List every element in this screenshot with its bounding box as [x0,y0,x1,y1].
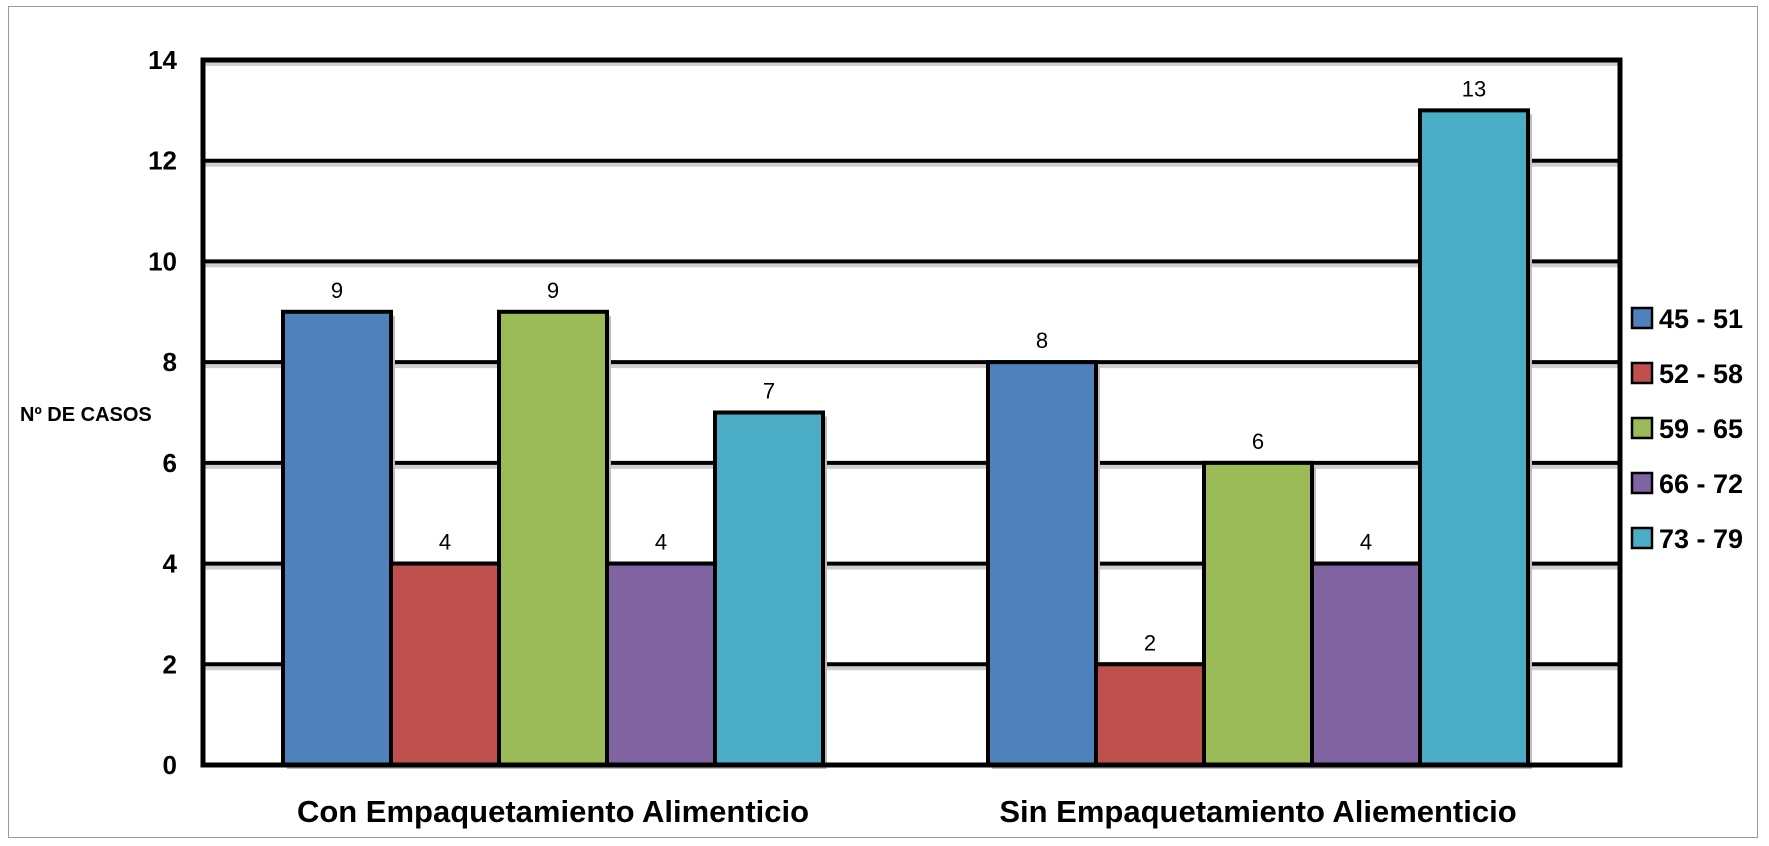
legend-swatch [1630,306,1654,330]
legend-label: 66 - 72 [1659,469,1743,499]
bar [1418,108,1530,768]
legend-swatch [1630,526,1654,550]
data-label: 4 [1360,530,1372,555]
y-tick-label: 6 [163,448,177,478]
y-tick-label: 2 [163,649,177,679]
x-category-label: Sin Empaquetamiento Aliementicio [999,794,1516,829]
data-label: 4 [439,530,451,555]
bar [497,309,609,767]
bar [389,561,501,767]
plot-border [200,57,1623,768]
legend-swatch [1630,416,1654,440]
bar [281,309,393,767]
legend-label: 52 - 58 [1659,359,1743,389]
data-label: 9 [331,278,343,303]
y-tick-label: 10 [148,246,177,276]
y-tick-label: 0 [163,750,177,780]
bar [986,360,1098,767]
data-label: 13 [1462,76,1486,101]
bar [605,561,717,767]
legend-swatch [1630,361,1654,385]
x-category-label: Con Empaquetamiento Alimenticio [297,794,809,829]
data-label: 7 [763,379,775,404]
y-tick-label: 8 [163,347,177,377]
data-label: 2 [1144,630,1156,655]
y-tick-label: 14 [148,45,177,75]
legend-label: 59 - 65 [1659,414,1743,444]
legend-label: 73 - 79 [1659,524,1743,554]
bar [1310,561,1422,767]
legend-label: 45 - 51 [1659,304,1743,334]
y-tick-label: 12 [148,146,177,176]
data-label: 4 [655,530,667,555]
bar [1094,662,1206,767]
bar [1202,460,1314,767]
data-label: 6 [1252,429,1264,454]
data-label: 8 [1036,328,1048,353]
data-label: 9 [547,278,559,303]
y-tick-label: 4 [163,549,178,579]
y-axis-label: Nº DE CASOS [20,404,152,426]
bar [713,410,825,767]
legend-swatch [1630,471,1654,495]
